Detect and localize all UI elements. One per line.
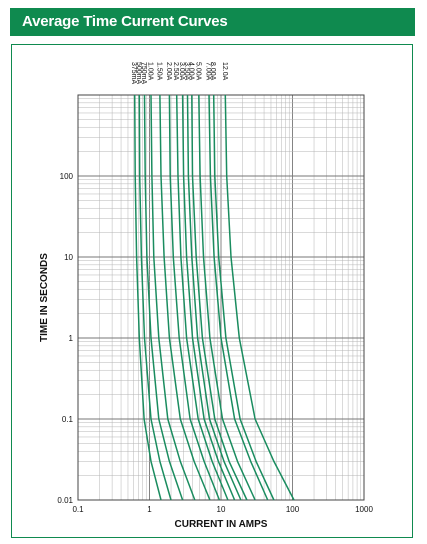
curve-label: 4.00A	[187, 62, 194, 81]
curve-12-0a	[224, 94, 295, 501]
curve-2-00a	[168, 94, 221, 501]
x-tick-label: 1000	[355, 505, 373, 514]
curve-label: 12.0A	[221, 62, 228, 81]
x-tick-label: 1	[147, 505, 152, 514]
curve-label: 375mA	[130, 62, 137, 85]
curve-500ma	[138, 94, 172, 501]
x-tick-label: 100	[286, 505, 300, 514]
x-tick-label: 10	[217, 505, 226, 514]
page-title: Average Time Current Curves	[22, 13, 228, 30]
curve-label: 500mA	[135, 62, 142, 85]
curve-8-00a	[212, 94, 275, 501]
chart-frame	[11, 44, 413, 538]
plot-border	[77, 94, 365, 501]
curve-label: 1.00A	[147, 62, 154, 81]
curve-label: 750mA	[140, 62, 147, 85]
curve-label: 2.50A	[172, 62, 179, 81]
curve-label: 5.00A	[194, 62, 201, 81]
y-tick-label: 10	[64, 253, 73, 262]
curve-label: 2.00A	[165, 62, 172, 81]
curve-label: 3.00A	[178, 62, 185, 81]
curve-1-50a	[159, 94, 211, 501]
curve-7-00a	[208, 94, 269, 501]
y-axis-label: TIME IN SECONDS	[39, 253, 50, 342]
curve-3-00a	[181, 94, 236, 501]
x-tick-label: 0.1	[72, 505, 84, 514]
y-tick-label: 1	[69, 334, 74, 343]
curve-4-00a	[191, 94, 248, 501]
header-banner: Average Time Current Curves	[10, 8, 415, 36]
x-axis-label: CURRENT IN AMPS	[175, 519, 268, 530]
curve-label: 7.00A	[205, 62, 212, 81]
y-tick-label: 0.1	[62, 415, 74, 424]
curve-375ma	[133, 94, 162, 501]
curve-label: 3.50A	[183, 62, 190, 81]
curve-3-50a	[186, 94, 242, 501]
y-tick-label: 100	[60, 172, 74, 181]
curve-5-00a	[198, 94, 256, 501]
curve-2-50a	[175, 94, 229, 501]
curve-750ma	[143, 94, 184, 501]
curve-label: 8.00A	[209, 62, 216, 81]
curve-1-00a	[150, 94, 196, 501]
y-tick-label: 0.01	[57, 496, 73, 505]
curve-label: 1.50A	[155, 62, 162, 81]
